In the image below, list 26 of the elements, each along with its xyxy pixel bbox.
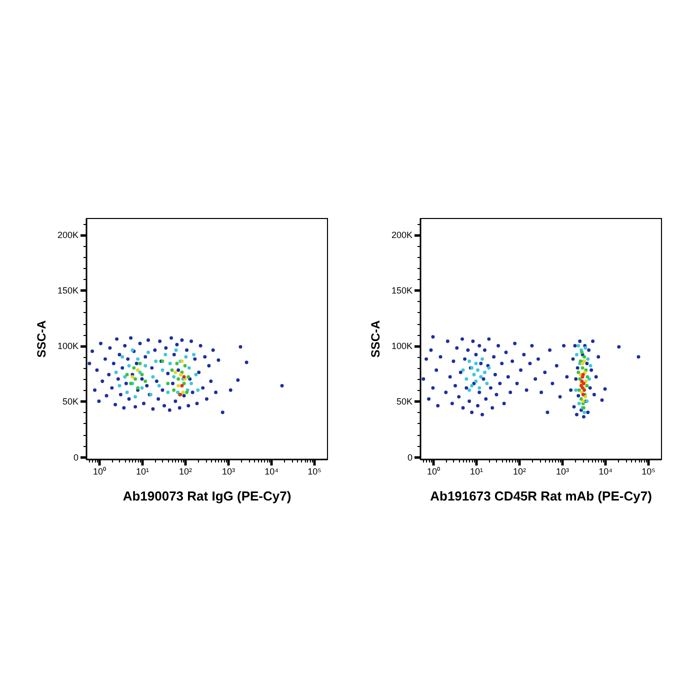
x-tick-label: 10⁴ <box>264 466 279 476</box>
x-tick-label: 10⁰ <box>92 466 106 476</box>
x-tick-label: 10³ <box>556 466 570 476</box>
y-tick-label: 50K <box>62 396 78 407</box>
y-tick-label: 0 <box>407 452 412 462</box>
y-tick-label: 150K <box>391 286 412 296</box>
x-tick-label: 10⁰ <box>426 466 440 476</box>
x-tick-label: 10¹ <box>470 466 483 476</box>
x-tick-label: 10⁴ <box>598 466 613 476</box>
x-tick-label: 10¹ <box>136 466 149 476</box>
x-tick-label: 10⁵ <box>308 466 322 476</box>
x-axis-title: Ab191673 CD45R Rat mAb (PE-Cy7) <box>430 488 652 504</box>
y-tick-label: 100K <box>57 341 78 352</box>
y-tick-label: 150K <box>57 286 78 296</box>
x-tick-label: 10² <box>178 466 192 476</box>
y-tick-label: 200K <box>391 230 412 240</box>
y-axis-title: SSC-A <box>34 320 48 358</box>
x-tick-label: 10³ <box>222 466 236 476</box>
x-tick-label: 10² <box>512 466 526 476</box>
y-axis-title: SSC-A <box>368 320 382 358</box>
x-axis-title: Ab190073 Rat IgG (PE-Cy7) <box>122 488 292 504</box>
y-tick-label: 50K <box>396 396 412 407</box>
y-tick-label: 0 <box>73 452 78 462</box>
y-tick-label: 200K <box>57 230 78 240</box>
x-tick-label: 10⁵ <box>642 466 656 476</box>
y-tick-label: 100K <box>391 341 412 352</box>
